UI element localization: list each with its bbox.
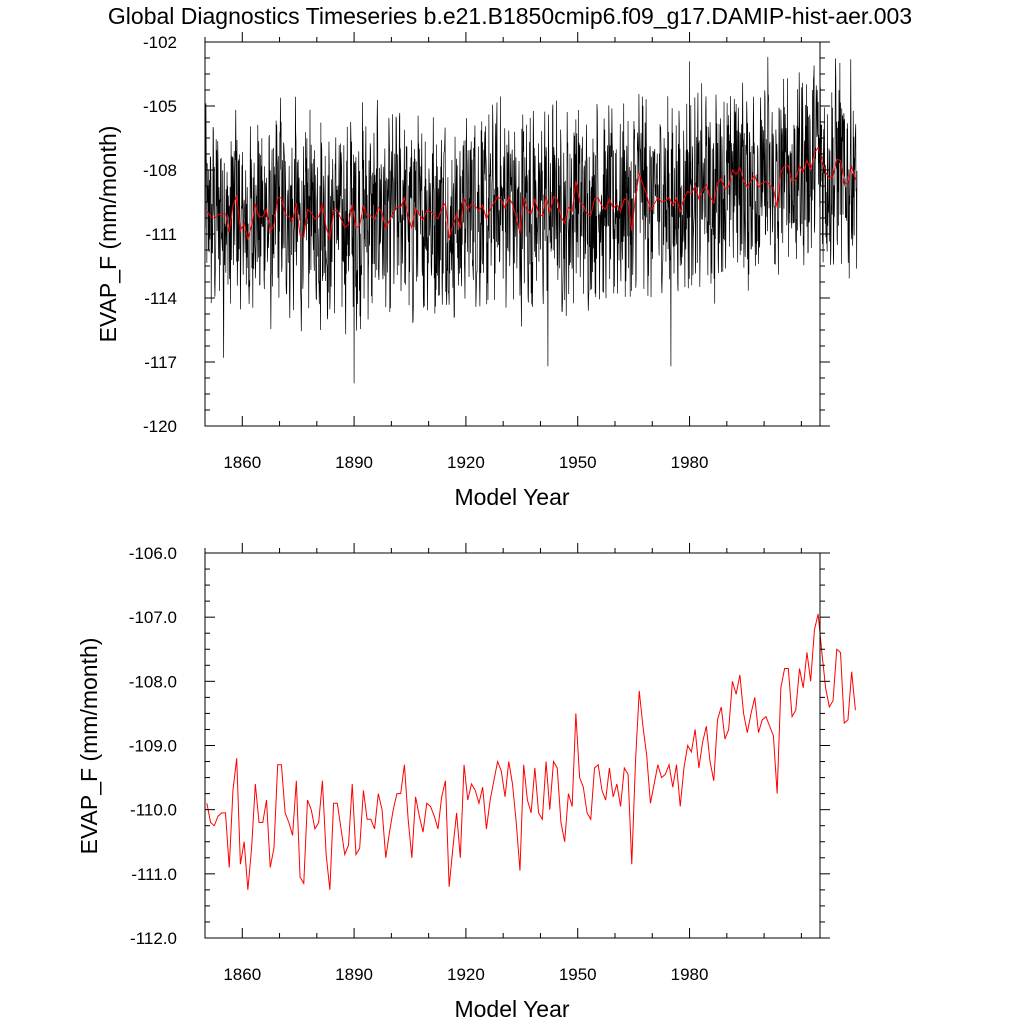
y-tick-label: -120 <box>143 417 177 436</box>
y-tick-label: -106.0 <box>129 544 177 563</box>
series-annual-mean-line <box>206 613 856 890</box>
x-tick-label: 1980 <box>671 965 709 984</box>
x-tick-label: 1920 <box>447 965 485 984</box>
panel-bottom: 1860 1890 1920 1950 1980 -112.0 -111.0 -110.0 -1… <box>76 543 856 1022</box>
panel-top: 1860 1890 1920 1950 1980 -120 -117 -114 -111 -108… <box>95 32 858 510</box>
series-monthly-line <box>204 56 858 384</box>
y-tick-label: -105 <box>143 97 177 116</box>
x-tick-label: 1950 <box>559 965 597 984</box>
x-tick-label: 1950 <box>559 453 597 472</box>
y-tick-label: -112.0 <box>130 929 177 948</box>
y-tick-label: -117 <box>144 353 177 372</box>
y-tick-label: -108 <box>143 161 177 180</box>
series-annual-mean-line <box>206 146 856 240</box>
panel-top-y-axis-label: EVAP_F (mm/month) <box>95 126 121 343</box>
y-tick-label: -111 <box>145 225 177 244</box>
y-tick-label: -102 <box>143 33 177 52</box>
figure-title: Global Diagnostics Timeseries b.e21.B185… <box>108 3 912 29</box>
y-tick-label: -111.0 <box>131 865 177 884</box>
panel-bottom-y-axis-label: EVAP_F (mm/month) <box>76 638 102 855</box>
x-tick-label: 1890 <box>335 965 373 984</box>
panel-bottom-x-axis-label: Model Year <box>454 996 569 1022</box>
panel-top-axes: 1860 1890 1920 1950 1980 -120 -117 -114 -111 -108… <box>143 32 830 472</box>
x-tick-label: 1980 <box>671 453 709 472</box>
panel-bottom-data-lines <box>206 613 856 890</box>
y-tick-label: -110.0 <box>130 801 177 820</box>
x-tick-label: 1920 <box>447 453 485 472</box>
panel-top-data-lines <box>204 56 858 384</box>
y-tick-label: -107.0 <box>129 608 177 627</box>
panel-top-x-axis-label: Model Year <box>454 484 569 510</box>
x-tick-label: 1860 <box>223 965 261 984</box>
y-tick-label: -108.0 <box>129 672 177 691</box>
x-tick-label: 1890 <box>335 453 373 472</box>
panel-bottom-axes: 1860 1890 1920 1950 1980 -112.0 -111.0 -110.0 -1… <box>129 543 830 984</box>
y-tick-label: -114 <box>144 289 177 308</box>
y-tick-label: -109.0 <box>129 737 177 756</box>
x-tick-label: 1860 <box>223 453 261 472</box>
panel-bottom-frame <box>204 552 821 939</box>
